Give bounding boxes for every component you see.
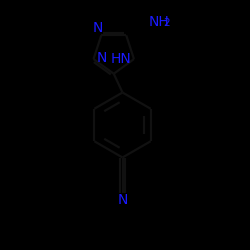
Text: N: N <box>97 51 108 65</box>
Text: NH: NH <box>149 14 170 28</box>
Text: N: N <box>93 21 104 35</box>
Text: 2: 2 <box>163 18 170 28</box>
Text: HN: HN <box>111 52 132 66</box>
Text: N: N <box>117 193 128 207</box>
